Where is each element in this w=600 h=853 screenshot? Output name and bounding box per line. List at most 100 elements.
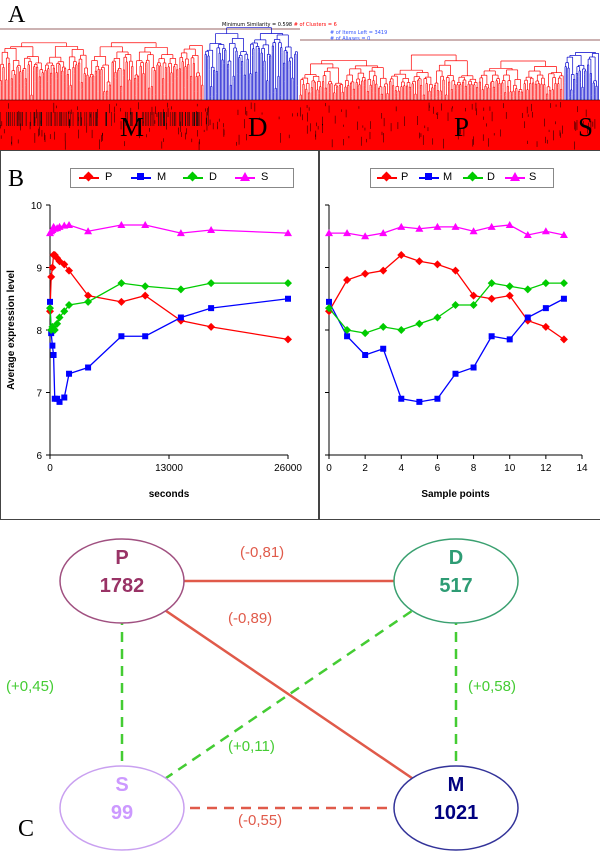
data-point-m [49, 342, 56, 349]
data-point-d [487, 279, 496, 288]
sample-points-chart: 0 2 4 6 8 10 12 14 Sample points [325, 204, 588, 500]
data-point-d [343, 326, 352, 334]
x-tick-label: 4 [399, 463, 405, 474]
data-point-d [141, 282, 150, 291]
y-tick-label: 10 [31, 201, 43, 212]
x-tick-label: 2 [362, 463, 368, 474]
node-count-s: 99 [110, 802, 134, 824]
data-point-s [433, 222, 442, 230]
data-point-p [559, 335, 568, 344]
data-point-d [60, 307, 69, 316]
data-point-s [176, 229, 185, 237]
data-point-m [56, 398, 63, 405]
x-tick-label: 26000 [274, 463, 302, 474]
data-point-s [451, 222, 460, 230]
data-point-d [361, 329, 370, 338]
data-point-d [55, 313, 64, 322]
series-line-m [328, 298, 565, 403]
x-tick-label: 10 [504, 463, 516, 474]
legend-right: P M D S [370, 168, 554, 188]
dendro-branches [0, 42, 204, 100]
x-axis-label: seconds [149, 489, 190, 500]
cluster-label-s: S [578, 112, 594, 142]
data-point-p [397, 251, 406, 259]
data-point-m [61, 394, 68, 401]
correlation-network [59, 538, 519, 851]
edge-label-p-s: (+0,45) [6, 678, 54, 695]
data-point-p [84, 291, 93, 300]
legend-label-s: S [529, 171, 537, 183]
data-point-s [65, 221, 74, 228]
cluster-count-text: # of Clusters = 6 [293, 22, 337, 28]
data-point-m [344, 333, 351, 340]
data-point-d [523, 285, 532, 294]
cluster-label-m: M [120, 112, 145, 142]
edge-label-p-d: (-0,81) [240, 544, 285, 561]
data-point-s [117, 221, 126, 228]
series-line-p [328, 254, 565, 340]
data-point-d [451, 301, 460, 309]
heatmap-ticks [0, 102, 596, 150]
data-point-s [487, 222, 496, 230]
triangle-marker-icon [510, 172, 520, 181]
data-point-p [451, 266, 460, 275]
legend-label-d: D [209, 171, 217, 183]
node-label-s: S [115, 774, 129, 796]
legend-label-d: D [487, 171, 495, 183]
x-tick-label: 12 [540, 463, 552, 474]
data-point-m [177, 314, 184, 321]
panel-label-b: B [8, 166, 25, 192]
y-axis-label: Average expression level [6, 270, 17, 390]
x-tick-label: 8 [471, 463, 477, 474]
data-point-m [398, 395, 405, 402]
triangle-marker-icon [240, 172, 250, 181]
data-point-m [85, 364, 92, 371]
node-d [393, 538, 519, 624]
data-point-p [469, 291, 478, 300]
dendro-branches [564, 52, 599, 100]
heatmap-band [0, 100, 600, 150]
node-m [393, 765, 519, 851]
series-line-s [329, 224, 565, 237]
data-point-s [469, 227, 478, 235]
legend-label-p: P [401, 171, 409, 183]
y-tick-label: 9 [36, 264, 42, 275]
cluster-label-p: P [454, 112, 470, 142]
data-point-m [50, 352, 57, 358]
min-similarity-text: Minimum Similarity = 0.598 [222, 22, 293, 28]
edge-p-m [121, 579, 457, 810]
x-tick-label: 13000 [155, 463, 183, 474]
series-line-m [49, 298, 289, 403]
data-point-d [46, 304, 54, 313]
data-point-d [65, 301, 74, 309]
data-point-s [361, 232, 370, 240]
y-tick-label: 8 [36, 326, 42, 337]
x-tick-label: 6 [435, 463, 441, 474]
data-point-m [285, 295, 291, 302]
legend-left: P M D S [70, 168, 294, 188]
x-tick-label: 14 [576, 463, 588, 474]
legend-label-m: M [157, 171, 167, 183]
data-point-d [53, 319, 62, 328]
cluster-label-d: D [248, 112, 268, 142]
right-plot-frame [318, 150, 600, 520]
data-point-d [379, 322, 388, 331]
data-point-p [433, 260, 442, 269]
node-label-p: P [115, 547, 129, 569]
node-label-m: M [447, 774, 465, 796]
y-tick-label: 7 [36, 389, 42, 400]
data-point-m [118, 333, 125, 340]
edge-label-s-m: (-0,55) [238, 812, 283, 829]
data-point-d [84, 297, 93, 306]
node-count-d: 517 [439, 575, 473, 597]
legend-label-m: M [443, 171, 453, 183]
data-point-p [361, 269, 370, 278]
data-point-d [284, 279, 292, 288]
data-point-p [65, 266, 74, 275]
dendrogram [0, 27, 600, 150]
data-point-d [469, 301, 478, 309]
data-point-s [207, 226, 216, 233]
square-marker-icon [425, 173, 432, 180]
data-point-d [541, 279, 550, 288]
data-point-p [505, 291, 514, 300]
